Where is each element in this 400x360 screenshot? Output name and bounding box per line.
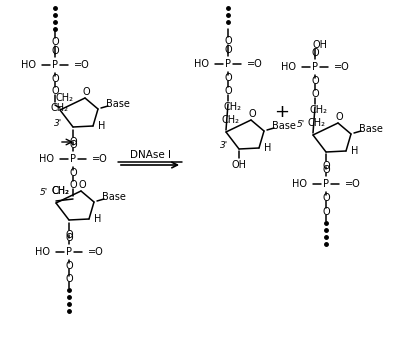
Text: O: O <box>224 45 232 55</box>
Text: =O: =O <box>334 62 350 72</box>
Text: O: O <box>65 230 73 240</box>
Text: 5': 5' <box>297 120 305 129</box>
Text: O: O <box>69 180 77 190</box>
Text: =O: =O <box>92 154 108 164</box>
Text: =O: =O <box>74 60 90 70</box>
Text: P: P <box>323 179 329 189</box>
Text: O: O <box>82 87 90 97</box>
Text: P: P <box>312 62 318 72</box>
Text: O: O <box>51 74 59 84</box>
Text: HO: HO <box>39 154 54 164</box>
Text: O: O <box>65 274 73 284</box>
Text: OH: OH <box>232 160 246 170</box>
Text: O: O <box>322 165 330 175</box>
Text: O: O <box>311 76 319 86</box>
Text: CH₂: CH₂ <box>221 115 239 125</box>
Text: HO: HO <box>21 60 36 70</box>
Text: O: O <box>322 193 330 203</box>
Text: O: O <box>65 233 73 243</box>
Text: CH₂: CH₂ <box>50 103 68 113</box>
Text: O: O <box>69 168 77 178</box>
Text: 3': 3' <box>54 118 62 127</box>
Text: O: O <box>224 36 232 46</box>
Text: CH₂: CH₂ <box>55 93 73 103</box>
Text: O: O <box>51 86 59 96</box>
Text: O: O <box>322 207 330 217</box>
Text: O: O <box>335 112 343 122</box>
Text: O: O <box>78 180 86 190</box>
Text: CH₂: CH₂ <box>51 186 69 196</box>
Text: DNAse I: DNAse I <box>130 150 170 160</box>
Text: HO: HO <box>292 179 307 189</box>
Text: O: O <box>69 140 77 150</box>
Text: Base: Base <box>359 124 383 134</box>
Text: O: O <box>311 48 319 58</box>
Text: O: O <box>224 86 232 96</box>
Text: O: O <box>322 161 330 171</box>
Text: O: O <box>51 46 59 56</box>
Text: O: O <box>248 109 256 119</box>
Text: HO: HO <box>35 247 50 257</box>
Text: O: O <box>311 89 319 99</box>
Text: P: P <box>70 154 76 164</box>
Text: =O: =O <box>345 179 361 189</box>
Text: P: P <box>66 247 72 257</box>
Text: CH₂: CH₂ <box>308 118 326 128</box>
Text: =O: =O <box>88 247 104 257</box>
Text: H: H <box>98 121 106 131</box>
Text: +: + <box>274 103 290 121</box>
Text: CH₂: CH₂ <box>51 186 69 196</box>
Text: HO: HO <box>281 62 296 72</box>
Text: Base: Base <box>102 192 126 202</box>
Text: O: O <box>65 261 73 271</box>
Text: CH₂: CH₂ <box>223 102 241 112</box>
Text: P: P <box>225 59 231 69</box>
Text: O: O <box>69 137 77 147</box>
Text: OH: OH <box>312 40 328 50</box>
Text: CH₂: CH₂ <box>310 105 328 115</box>
Text: Base: Base <box>106 99 130 109</box>
Text: H: H <box>94 214 102 224</box>
Text: H: H <box>351 146 359 156</box>
Text: Base: Base <box>272 121 296 131</box>
Text: O: O <box>51 37 59 47</box>
Text: 3': 3' <box>220 140 228 149</box>
Text: 5': 5' <box>40 188 48 197</box>
Text: HO: HO <box>194 59 209 69</box>
Text: H: H <box>264 143 272 153</box>
Text: P: P <box>52 60 58 70</box>
Text: =O: =O <box>247 59 263 69</box>
Text: O: O <box>224 73 232 83</box>
